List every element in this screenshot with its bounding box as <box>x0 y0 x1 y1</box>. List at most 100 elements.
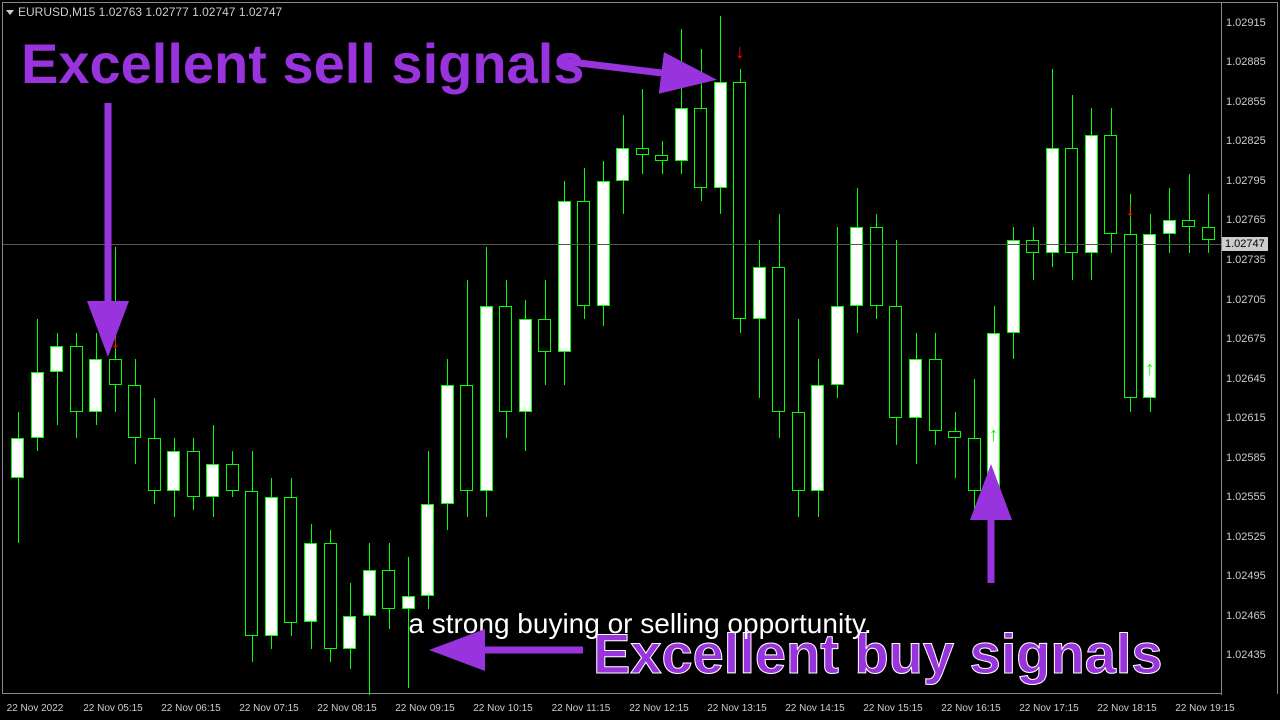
x-tick-label: 22 Nov 07:15 <box>239 703 299 714</box>
candle-body <box>421 504 434 596</box>
candle-body <box>1124 234 1137 399</box>
candle-body <box>929 359 942 431</box>
candle-body <box>753 267 766 320</box>
candle-body <box>948 431 961 438</box>
y-tick-label: 1.02885 <box>1226 56 1266 68</box>
x-tick-label: 22 Nov 12:15 <box>629 703 689 714</box>
candle-body <box>167 451 180 491</box>
candle-body <box>31 372 44 438</box>
buy-signal-icon: ↑ <box>989 424 999 447</box>
candle-wick <box>115 247 116 412</box>
y-tick-label: 1.02735 <box>1226 254 1266 266</box>
y-tick-label: 1.02615 <box>1226 412 1266 424</box>
candle-body <box>1182 220 1195 227</box>
candle-body <box>636 148 649 155</box>
candle-wick <box>1033 227 1034 280</box>
candle-body <box>382 570 395 610</box>
current-price-line <box>3 244 1221 245</box>
candle-body <box>206 464 219 497</box>
x-tick-label: 22 Nov 2022 <box>7 703 64 714</box>
y-tick-label: 1.02585 <box>1226 452 1266 464</box>
candle-body <box>1085 135 1098 254</box>
sell-annotation: Excellent sell signals <box>21 31 584 96</box>
candle-body <box>558 201 571 353</box>
x-tick-label: 22 Nov 17:15 <box>1019 703 1079 714</box>
candle-body <box>519 319 532 411</box>
candle-wick <box>642 89 643 175</box>
candle-wick <box>18 412 19 544</box>
y-tick-label: 1.02855 <box>1226 96 1266 108</box>
y-tick-label: 1.02435 <box>1226 649 1266 661</box>
candle-wick <box>1189 174 1190 253</box>
candle-body <box>324 543 337 648</box>
y-tick-label: 1.02765 <box>1226 214 1266 226</box>
candle-body <box>441 385 454 504</box>
candle-body <box>109 359 122 385</box>
candle-body <box>772 267 785 412</box>
x-tick-label: 22 Nov 15:15 <box>863 703 923 714</box>
y-tick-label: 1.02495 <box>1226 570 1266 582</box>
current-price-label: 1.02747 <box>1222 237 1268 251</box>
candle-body <box>675 108 688 161</box>
candle-body <box>226 464 239 490</box>
candle-body <box>1104 135 1117 234</box>
candle-body <box>1065 148 1078 253</box>
candle-body <box>811 385 824 490</box>
candle-body <box>245 491 258 636</box>
candle-body <box>343 616 356 649</box>
y-axis: 1.024351.024651.024951.025251.025551.025… <box>1221 3 1277 695</box>
candle-body <box>792 412 805 491</box>
candle-body <box>480 306 493 491</box>
candle-body <box>148 438 161 491</box>
candle-body <box>909 359 922 418</box>
candle-body <box>1046 148 1059 253</box>
candle-body <box>987 333 1000 491</box>
sell-signal-icon: ↓ <box>1125 199 1135 222</box>
candle-body <box>850 227 863 306</box>
y-tick-label: 1.02795 <box>1226 175 1266 187</box>
x-tick-label: 22 Nov 14:15 <box>785 703 845 714</box>
dropdown-icon[interactable] <box>6 10 14 15</box>
candle-body <box>1026 240 1039 253</box>
x-tick-label: 22 Nov 05:15 <box>83 703 143 714</box>
chart-container[interactable]: ↓↓↑↓↑ 1.024351.024651.024951.025251.0255… <box>2 2 1278 694</box>
candle-body <box>70 346 83 412</box>
candle-body <box>1163 220 1176 233</box>
x-tick-label: 22 Nov 10:15 <box>473 703 533 714</box>
candle-body <box>968 438 981 491</box>
y-tick-label: 1.02825 <box>1226 135 1266 147</box>
candle-wick <box>369 543 370 695</box>
candle-body <box>187 451 200 497</box>
x-tick-label: 22 Nov 06:15 <box>161 703 221 714</box>
candle-body <box>284 497 297 622</box>
candle-body <box>714 82 727 187</box>
candle-wick <box>955 412 956 478</box>
x-tick-label: 22 Nov 18:15 <box>1097 703 1157 714</box>
candle-body <box>694 108 707 187</box>
candle-body <box>870 227 883 306</box>
candle-body <box>577 201 590 306</box>
y-tick-label: 1.02915 <box>1226 17 1266 29</box>
candle-body <box>655 155 668 162</box>
y-tick-label: 1.02525 <box>1226 531 1266 543</box>
candle-body <box>831 306 844 385</box>
candle-body <box>363 570 376 616</box>
candle-body <box>889 306 902 418</box>
buy-signal-icon: ↑ <box>1145 358 1155 381</box>
x-tick-label: 22 Nov 11:15 <box>552 703 611 714</box>
plot-area[interactable]: ↓↓↑↓↑ <box>3 3 1221 693</box>
candle-wick <box>759 240 760 398</box>
y-tick-label: 1.02645 <box>1226 373 1266 385</box>
candle-body <box>733 82 746 319</box>
candle-body <box>11 438 24 478</box>
sell-signal-icon: ↓ <box>735 41 745 64</box>
x-axis: 22 Nov 2022 22 Nov 05:15 22 Nov 06:15 22 No… <box>0 696 1280 720</box>
candle-body <box>89 359 102 412</box>
candle-body <box>50 346 63 372</box>
x-tick-label: 22 Nov 13:15 <box>707 703 767 714</box>
x-tick-label: 22 Nov 08:15 <box>317 703 377 714</box>
caption-text: a strong buying or selling opportunity. <box>408 608 871 640</box>
title-text: EURUSD,M15 1.02763 1.02777 1.02747 1.027… <box>18 5 282 19</box>
x-tick-label: 22 Nov 09:15 <box>395 703 455 714</box>
candle-body <box>304 543 317 622</box>
